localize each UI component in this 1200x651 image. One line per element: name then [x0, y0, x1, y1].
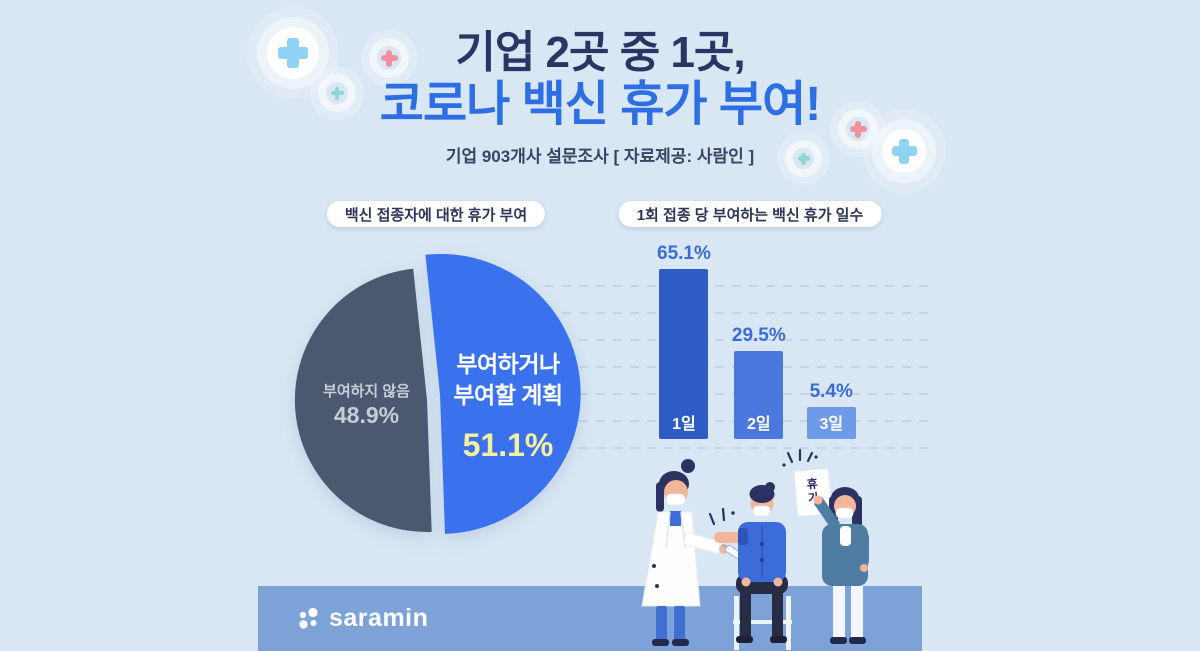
gridline — [545, 285, 935, 287]
pie-section-badge: 백신 접종자에 대한 휴가 부여 — [326, 201, 546, 227]
patient-figure — [714, 482, 788, 643]
bar-category-label: 1일 — [672, 416, 696, 433]
chair — [733, 596, 792, 650]
saramin-logo: saramin — [298, 604, 428, 633]
saramin-dots-icon — [299, 607, 318, 629]
pie-no-value: 48.9% — [333, 402, 400, 428]
bar-column-3: 5.4% 3일 — [806, 381, 856, 439]
plus-cross-icon — [326, 82, 348, 104]
bar: 2일 — [734, 351, 784, 439]
saramin-wordmark: saramin — [329, 604, 429, 632]
bar-value-label: 29.5% — [731, 325, 786, 346]
pie-no-label: 부여하지 않음 — [323, 383, 410, 400]
plus-cross-icon — [793, 148, 814, 169]
pie-slice-no — [294, 268, 432, 532]
bar-category-label: 2일 — [747, 416, 771, 433]
pie-chart — [294, 253, 581, 534]
bars-row: 65.1% 1일 29.5% 2일 5.4% 3일 — [657, 243, 856, 439]
nurse-figure: 휴가 — [782, 448, 869, 644]
gridline — [545, 312, 935, 314]
vaccination-illustration: 휴가 — [641, 448, 869, 650]
pie-yes-value: 51.1% — [462, 427, 554, 463]
gridline — [545, 447, 935, 449]
pie-yes-label: 부여하거나 부여할 계획 — [453, 351, 563, 409]
bar-category-label: 3일 — [819, 416, 844, 433]
bar: 1일 — [659, 269, 709, 439]
bar-value-label: 5.4% — [809, 381, 853, 402]
bar-column-2: 29.5% 2일 — [732, 325, 786, 439]
bar: 3일 — [806, 407, 856, 439]
plus-cross-icon — [882, 129, 926, 173]
page-title-line1: 기업 2곳 중 1곳, — [455, 28, 745, 77]
footer-strip: saramin — [258, 586, 922, 651]
bar-column-1: 65.1% 1일 — [657, 243, 711, 439]
page-title-line2: 코로나 백신 휴가 부여! — [379, 78, 821, 132]
doctor-figure — [641, 459, 749, 646]
bar-chart: 65.1% 1일 29.5% 2일 5.4% 3일 — [545, 243, 935, 449]
gridline — [545, 339, 935, 341]
header: 기업 2곳 중 1곳, 코로나 백신 휴가 부여! 기업 903개사 설문조사 … — [0, 28, 1200, 167]
plus-cross-icon — [377, 46, 401, 70]
plus-cross-icon — [267, 27, 319, 79]
pie-slice-yes — [425, 253, 581, 534]
plus-cross-icon — [846, 117, 870, 141]
bar-section-badge: 1회 접종 당 부여하는 백신 휴가 일수 — [618, 201, 882, 227]
bar-value-label: 65.1% — [657, 243, 711, 264]
survey-subtitle: 기업 903개사 설문조사 [ 자료제공: 사람인 ] — [445, 147, 755, 167]
